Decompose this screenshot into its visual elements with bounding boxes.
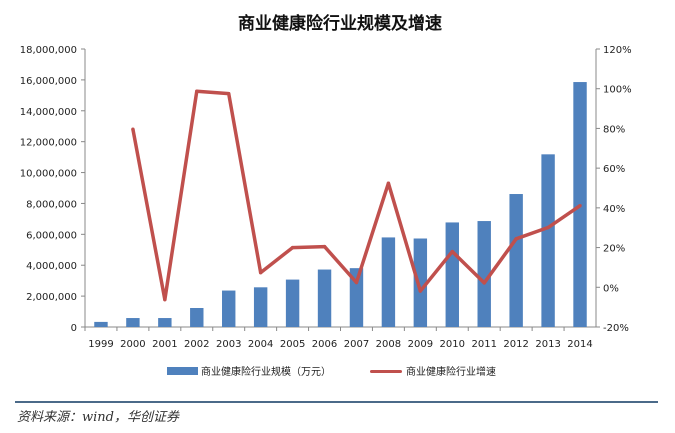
x-tick-label: 2010 <box>440 339 465 350</box>
growth-point-2008 <box>386 181 391 185</box>
x-tick-label: 2002 <box>184 339 209 350</box>
growth-point-2013 <box>546 225 550 230</box>
bar-1999 <box>94 321 108 327</box>
x-tick-label: 2008 <box>376 339 401 350</box>
left-tick-label: 8,000,000 <box>26 199 77 210</box>
legend: 商业健康险行业规模（万元） 商业健康险行业增速 <box>167 365 496 378</box>
divider <box>15 401 658 403</box>
growth-point-2007 <box>354 280 359 285</box>
growth-point-2005 <box>290 245 295 250</box>
x-tick-label: 2014 <box>567 339 592 350</box>
x-tick-label: 2007 <box>344 339 369 350</box>
x-tick-label: 2012 <box>503 339 528 350</box>
bar-2005 <box>285 279 300 327</box>
bar-2004 <box>253 287 268 327</box>
right-tick-label: 40% <box>603 204 625 215</box>
x-tick-label: 2006 <box>312 339 337 350</box>
legend-swatch-bar <box>167 367 198 375</box>
left-tick-label: 4,000,000 <box>26 261 77 272</box>
legend-label-bar: 商业健康险行业规模（万元） <box>201 365 331 378</box>
growth-point-2001 <box>163 297 167 302</box>
growth-point-2006 <box>322 244 327 249</box>
growth-point-2014 <box>578 203 582 208</box>
right-tick-label: 20% <box>603 244 625 255</box>
bar-2010 <box>445 222 459 327</box>
left-tick-label: 14,000,000 <box>20 107 77 118</box>
source-note: 资料来源：wind，华创证券 <box>17 410 179 425</box>
chart: 商业健康险行业规模及增速 0 2,000,000 4,000,000 6,000,00… <box>20 13 632 378</box>
bar-2001 <box>158 318 172 327</box>
left-tick-label: 10,000,000 <box>20 169 77 180</box>
x-tick-label: 2003 <box>216 339 241 350</box>
bar-2011 <box>477 221 491 327</box>
left-tick-label: 6,000,000 <box>26 230 77 241</box>
left-tick-label: 2,000,000 <box>26 292 77 303</box>
legend-label-line: 商业健康险行业增速 <box>406 365 496 378</box>
growth-point-2000 <box>131 127 135 131</box>
legend-swatch-line <box>370 370 402 373</box>
left-tick-label: 12,000,000 <box>20 138 77 149</box>
x-tick-label: 1999 <box>88 339 113 350</box>
x-tick-label: 2000 <box>120 339 145 350</box>
growth-point-2002 <box>195 89 199 93</box>
x-tick-label: 2013 <box>535 339 560 350</box>
left-tick-label: 0 <box>71 323 77 334</box>
x-tick-label: 2004 <box>248 339 273 350</box>
right-tick-label: 80% <box>603 124 625 135</box>
right-tick-label: -20% <box>603 323 629 334</box>
growth-point-2009 <box>418 289 423 293</box>
growth-point-2004 <box>258 270 263 275</box>
bar-2008 <box>381 237 396 327</box>
bar-2000 <box>126 318 140 327</box>
right-tick-label: 0% <box>603 283 619 294</box>
bar-2003 <box>222 290 236 327</box>
growth-point-2010 <box>450 249 454 254</box>
right-tick-label: 60% <box>603 164 625 175</box>
bar-2006 <box>317 269 332 327</box>
bar-2012 <box>509 194 523 327</box>
x-tick-label: 2005 <box>280 339 305 350</box>
left-tick-label: 16,000,000 <box>20 76 77 87</box>
x-tick-label: 2011 <box>471 339 496 350</box>
bar-2009 <box>413 238 428 327</box>
x-tick-label: 2001 <box>152 339 177 350</box>
left-tick-label: 18,000,000 <box>20 45 77 56</box>
bar-2013 <box>541 154 555 327</box>
growth-point-2012 <box>514 237 518 241</box>
growth-point-2003 <box>227 91 231 96</box>
bar-2007 <box>349 268 364 327</box>
chart-title: 商业健康险行业规模及增速 <box>238 13 442 34</box>
right-tick-label: 100% <box>603 85 632 96</box>
bar-2002 <box>190 308 204 327</box>
right-tick-label: 120% <box>603 45 632 56</box>
x-tick-label: 2009 <box>408 339 433 350</box>
growth-point-2011 <box>482 281 486 285</box>
